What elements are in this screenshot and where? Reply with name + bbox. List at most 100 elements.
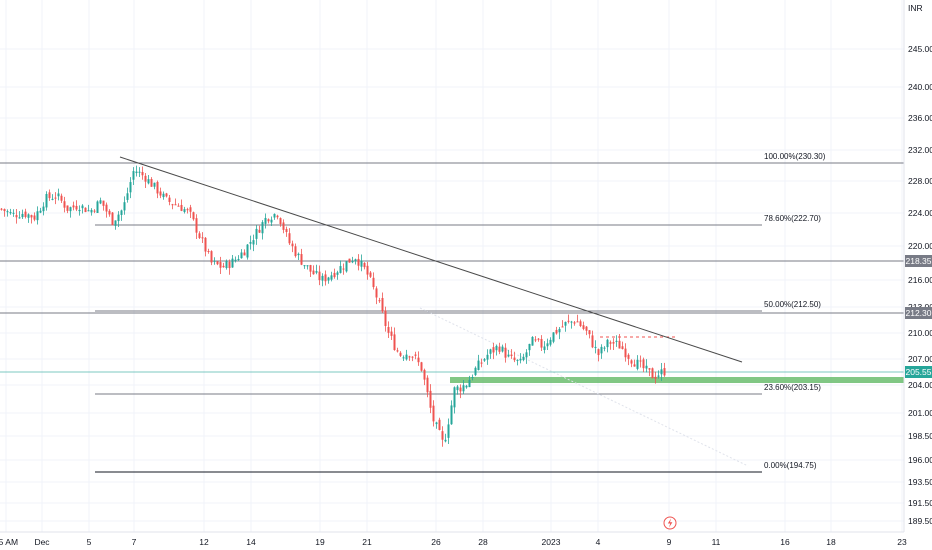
candle — [570, 320, 573, 329]
candle — [504, 343, 507, 363]
price-axis-tick: 189.50 — [908, 516, 932, 526]
candle — [36, 206, 39, 225]
trendline[interactable] — [119, 156, 743, 363]
candle — [468, 375, 471, 388]
candle — [336, 270, 339, 280]
candle — [108, 209, 111, 217]
price-badge: 218.35 — [905, 255, 932, 267]
candle — [78, 205, 81, 216]
candle — [330, 271, 333, 282]
candle — [351, 256, 354, 264]
time-axis-tick: 28 — [478, 537, 488, 547]
candle — [588, 330, 591, 339]
candle — [648, 367, 651, 377]
candle — [324, 270, 327, 286]
price-badge: 212.30 — [905, 307, 932, 319]
candle — [18, 211, 21, 219]
candle — [612, 338, 615, 351]
candle — [420, 361, 423, 372]
candle — [6, 209, 9, 217]
candle — [630, 359, 633, 368]
candle — [384, 306, 387, 332]
candle — [390, 326, 393, 341]
candle — [69, 206, 72, 218]
candle — [360, 254, 363, 272]
time-axis-tick: 19 — [315, 537, 325, 547]
candle — [483, 358, 486, 362]
candle — [549, 337, 552, 347]
candle — [201, 232, 204, 243]
candle — [171, 203, 174, 210]
candle — [120, 209, 123, 221]
time-axis-tick: 23 — [897, 537, 907, 547]
candle — [225, 259, 228, 270]
price-axis-tick: 236.00 — [908, 113, 932, 123]
candle — [624, 343, 627, 362]
candle — [51, 194, 54, 201]
candle — [204, 236, 207, 257]
candle — [654, 371, 657, 384]
candle — [525, 349, 528, 364]
candle — [87, 204, 90, 212]
lightning-icon[interactable] — [663, 516, 677, 530]
candle — [354, 258, 357, 265]
candle — [123, 196, 126, 215]
candle — [117, 211, 120, 228]
candle — [294, 243, 297, 258]
candle — [261, 220, 264, 240]
candle — [459, 384, 462, 399]
candle — [219, 256, 222, 275]
candle — [567, 314, 570, 324]
fib-level-label: 78.60%(222.70) — [764, 214, 821, 223]
candle — [198, 231, 201, 240]
candle — [498, 342, 501, 355]
candle — [285, 226, 288, 237]
candle — [177, 203, 180, 207]
time-axis-tick: 26 — [431, 537, 441, 547]
candle — [576, 314, 579, 323]
candle — [597, 348, 600, 362]
candle — [465, 384, 468, 389]
candle — [270, 216, 273, 226]
time-axis-tick: 14 — [246, 537, 256, 547]
candle — [636, 355, 639, 371]
fib-level-label: 23.60%(203.15) — [764, 383, 821, 392]
candle — [462, 379, 465, 394]
candle — [408, 355, 411, 361]
price-axis-tick: 210.00 — [908, 328, 932, 338]
candle — [642, 357, 645, 373]
candle — [348, 258, 351, 263]
candle — [135, 165, 138, 177]
candle — [411, 356, 414, 362]
candle — [495, 344, 498, 356]
candle — [564, 321, 567, 332]
candle — [594, 340, 597, 354]
fib-level-label: 100.00%(230.30) — [764, 152, 826, 161]
support-zone[interactable] — [450, 377, 904, 383]
candle — [33, 212, 36, 222]
candle — [435, 421, 438, 429]
candle — [378, 297, 381, 303]
candle — [150, 177, 153, 187]
candle — [99, 197, 102, 205]
candle — [480, 358, 483, 368]
candle — [147, 174, 150, 185]
candle — [387, 321, 390, 339]
candle — [138, 167, 141, 177]
candle — [471, 374, 474, 381]
candle — [579, 319, 582, 328]
grid — [0, 0, 904, 532]
candle — [228, 259, 231, 275]
time-axis-tick: 15 AM — [0, 537, 18, 547]
candle — [3, 208, 6, 217]
time-axis-tick: Dec — [34, 537, 50, 547]
candle — [402, 355, 405, 361]
candle — [531, 336, 534, 346]
candle — [663, 362, 666, 377]
candle — [207, 248, 210, 254]
time-axis-tick: 9 — [667, 537, 672, 547]
candle — [327, 276, 330, 284]
price-axis-tick: 216.00 — [908, 275, 932, 285]
candle — [231, 254, 234, 268]
